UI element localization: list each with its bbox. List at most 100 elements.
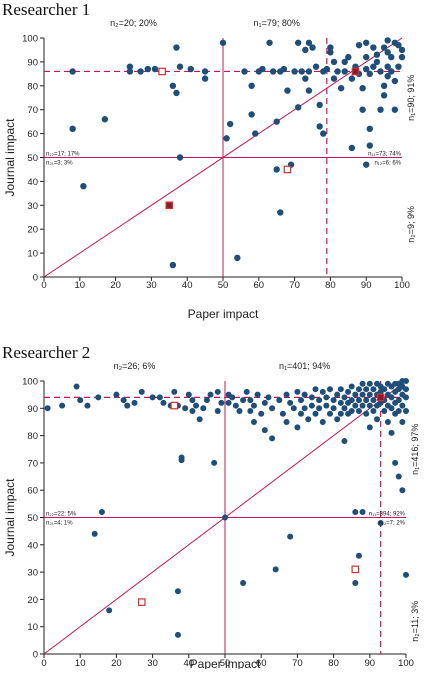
data-point (380, 92, 388, 99)
x-tick-label: 10 (75, 658, 86, 669)
data-point (69, 125, 76, 133)
data-point (316, 101, 323, 109)
data-point (156, 394, 163, 401)
data-point (384, 37, 391, 44)
data-point (250, 402, 257, 409)
data-point (366, 70, 373, 78)
data-point (403, 408, 409, 415)
data-point (348, 75, 356, 82)
data-point (384, 49, 391, 56)
data-point (287, 533, 294, 540)
y-axis-title: Journal impact (3, 118, 17, 197)
data-point (330, 75, 338, 82)
data-point (345, 53, 352, 61)
data-point (380, 82, 388, 90)
data-point (207, 391, 214, 398)
data-point (370, 63, 377, 70)
panel-title: Researcher 2 (2, 343, 90, 362)
data-point (330, 58, 338, 66)
label-upper-left-quadrant: n₂₂=17; 17% (46, 152, 80, 158)
data-point (290, 405, 297, 412)
x-tick-label: 40 (184, 658, 195, 669)
data-point (273, 166, 280, 173)
label-lower-right-quadrant: n₁₂=7; 2% (378, 521, 405, 527)
data-point (366, 424, 373, 431)
data-point (366, 391, 373, 398)
diagonal-line (43, 37, 403, 278)
data-point (352, 402, 359, 409)
data-point (236, 408, 243, 415)
data-point (80, 182, 87, 190)
y-tick-label: 50 (27, 513, 38, 524)
data-point (326, 386, 333, 393)
data-point (341, 405, 348, 412)
y-tick-label: 20 (27, 225, 38, 236)
data-point (377, 519, 384, 526)
data-point (269, 435, 276, 442)
data-point (234, 254, 241, 262)
y-tick-label: 50 (27, 153, 38, 164)
data-point (352, 580, 359, 587)
data-point (319, 388, 326, 395)
data-point (381, 386, 388, 393)
y-tick-label: 10 (27, 249, 38, 260)
data-point (341, 68, 348, 75)
x-tick-label: 80 (325, 280, 336, 291)
x-tick-label: 0 (41, 658, 46, 669)
data-point (301, 391, 308, 398)
data-point (355, 408, 362, 415)
label-top-right: n₁=401; 94% (279, 361, 330, 371)
x-tick-label: 100 (394, 280, 410, 291)
y-tick-label: 40 (27, 540, 38, 551)
data-point (341, 394, 348, 401)
data-point (355, 41, 363, 49)
data-point (305, 87, 313, 94)
data-point (403, 386, 409, 393)
data-point (219, 39, 227, 46)
data-point (169, 82, 177, 90)
data-point (359, 84, 366, 92)
label-top-left: n₂=20; 20% (110, 18, 157, 28)
y-tick-label: 20 (27, 595, 38, 606)
y-axis-title: Journal impact (3, 478, 17, 557)
y-tick-label: 0 (33, 273, 38, 284)
data-point (305, 416, 312, 423)
y-tick-label: 60 (27, 486, 38, 497)
data-point (91, 530, 98, 537)
data-point (280, 65, 288, 73)
data-point (403, 394, 409, 401)
data-point (399, 418, 406, 425)
data-point (120, 397, 127, 404)
data-point (308, 402, 315, 409)
data-point (395, 41, 402, 49)
data-point (355, 386, 362, 393)
chart-panel-researcher-1: Researcher 1 0 10 20 30 40 50 60 70 80 90 100 0 10 20 3… (2, 0, 416, 321)
data-point (359, 402, 366, 409)
data-point (316, 397, 323, 404)
x-tick-label: 90 (365, 658, 376, 669)
data-point (377, 68, 384, 75)
data-point (399, 487, 406, 494)
data-point (316, 405, 323, 412)
highlighted-point (351, 67, 360, 76)
data-point (377, 106, 384, 113)
data-point (363, 386, 370, 393)
data-point (273, 118, 280, 125)
data-point (73, 383, 80, 390)
label-lower-left-quadrant: n₂₁=4; 1% (46, 521, 73, 527)
data-point (355, 397, 362, 404)
x-tick-label: 50 (218, 280, 229, 291)
data-point (370, 386, 377, 393)
y-tick-label: 80 (27, 431, 38, 442)
x-tick-label: 20 (111, 658, 122, 669)
data-point (240, 397, 247, 404)
data-point (355, 552, 362, 559)
highlighted-point (158, 67, 166, 76)
data-point (241, 68, 248, 75)
data-point (381, 408, 388, 415)
data-point (266, 39, 273, 46)
data-point (359, 391, 366, 398)
data-point (176, 154, 184, 161)
label-top-left: n₂=26; 6% (114, 361, 156, 371)
